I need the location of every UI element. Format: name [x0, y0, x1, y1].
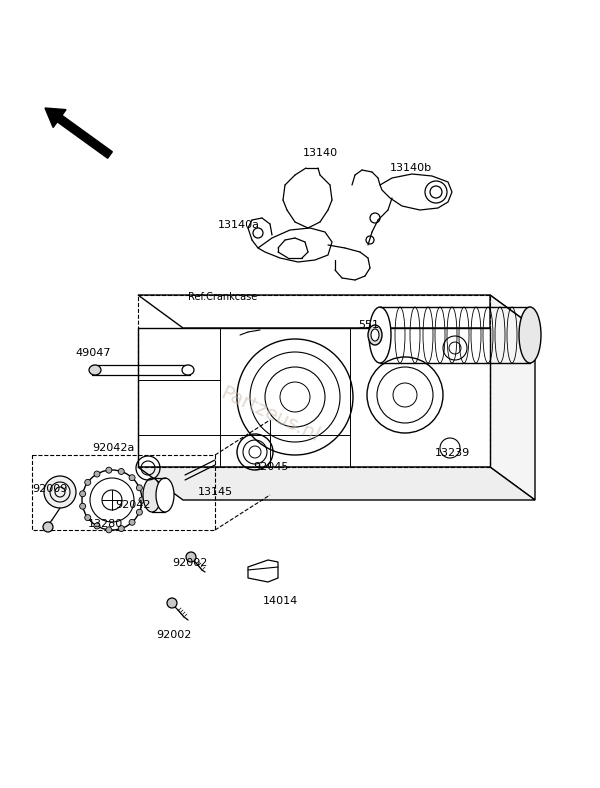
Text: 14014: 14014: [263, 596, 298, 606]
Circle shape: [85, 479, 91, 485]
Text: 92002: 92002: [172, 558, 208, 568]
Ellipse shape: [143, 478, 161, 512]
Circle shape: [94, 523, 100, 529]
Text: 92002: 92002: [156, 630, 191, 640]
Text: 92042: 92042: [115, 500, 151, 510]
Circle shape: [44, 476, 76, 508]
Text: 92042a: 92042a: [92, 443, 134, 453]
Ellipse shape: [519, 307, 541, 363]
Circle shape: [106, 527, 112, 533]
Ellipse shape: [368, 325, 382, 345]
Ellipse shape: [156, 478, 174, 512]
Circle shape: [80, 504, 86, 509]
Ellipse shape: [371, 329, 379, 341]
Circle shape: [167, 598, 177, 608]
Circle shape: [85, 515, 91, 521]
Text: Ref.Crankcase: Ref.Crankcase: [188, 292, 257, 302]
Circle shape: [129, 519, 135, 526]
Text: 13280: 13280: [88, 519, 123, 529]
Circle shape: [118, 469, 124, 474]
Circle shape: [94, 471, 100, 477]
Circle shape: [139, 497, 145, 503]
Text: 13140a: 13140a: [218, 220, 260, 230]
Text: 49047: 49047: [75, 348, 110, 358]
Circle shape: [106, 467, 112, 473]
Text: Partzeus.nl: Partzeus.nl: [217, 384, 323, 446]
Ellipse shape: [369, 307, 391, 363]
Circle shape: [129, 474, 135, 481]
Circle shape: [136, 485, 142, 491]
Text: 13239: 13239: [435, 448, 470, 458]
Circle shape: [80, 491, 86, 496]
Ellipse shape: [89, 365, 101, 375]
Polygon shape: [490, 295, 535, 500]
FancyArrow shape: [45, 108, 112, 158]
Text: 13140: 13140: [303, 148, 338, 158]
Ellipse shape: [182, 365, 194, 375]
Polygon shape: [138, 328, 490, 467]
Text: 13145: 13145: [198, 487, 233, 497]
Circle shape: [43, 522, 53, 532]
Text: 13140b: 13140b: [390, 163, 432, 173]
Circle shape: [186, 552, 196, 562]
Text: 92009: 92009: [32, 484, 67, 494]
Text: 551: 551: [358, 320, 379, 330]
Polygon shape: [138, 467, 535, 500]
Circle shape: [118, 526, 124, 532]
Polygon shape: [138, 295, 535, 328]
Text: 92045: 92045: [253, 462, 289, 472]
Circle shape: [136, 509, 142, 515]
